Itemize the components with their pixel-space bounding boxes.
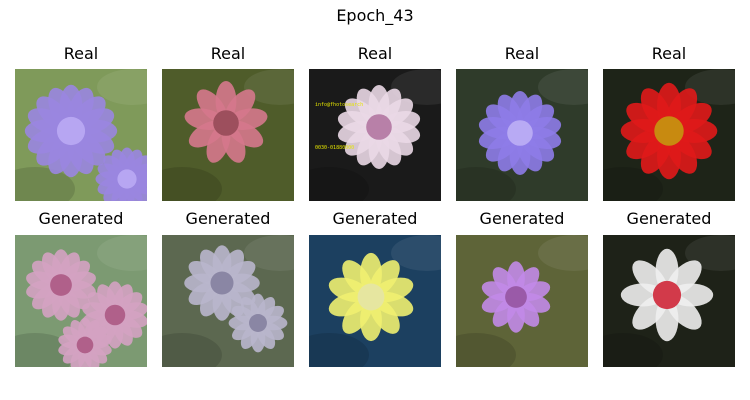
real-image-3: info@fhotosearch 0030-01880000 <box>309 69 441 201</box>
row-label-real-3: Real <box>357 44 393 63</box>
generated-image-3 <box>309 235 441 367</box>
watermark-text-1: info@fhotosearch <box>315 102 364 108</box>
generated-pink-flower-icon <box>15 235 147 367</box>
real-image-2 <box>162 69 294 201</box>
row-label-generated-1: Generated <box>38 209 124 228</box>
purple-scabiosa-flower-icon <box>456 69 588 201</box>
row-label-real-1: Real <box>63 44 99 63</box>
generated-gray-flower-icon <box>162 235 294 367</box>
figure-title: Epoch_43 <box>336 6 414 25</box>
generated-yellow-flower-icon <box>309 235 441 367</box>
red-dahlia-flower-icon <box>603 69 735 201</box>
row-label-generated-5: Generated <box>626 209 712 228</box>
generated-image-1 <box>15 235 147 367</box>
generated-violet-flower-icon <box>456 235 588 367</box>
row-label-real-2: Real <box>210 44 246 63</box>
row-label-generated-3: Generated <box>332 209 418 228</box>
white-purple-carnation-flower-icon <box>309 69 441 201</box>
real-image-5 <box>603 69 735 201</box>
generated-white-flower-icon <box>603 235 735 367</box>
row-label-generated-4: Generated <box>479 209 565 228</box>
row-label-real-5: Real <box>651 44 687 63</box>
pink-carnation-flower-icon <box>162 69 294 201</box>
row-label-real-4: Real <box>504 44 540 63</box>
generated-image-5 <box>603 235 735 367</box>
generated-image-2 <box>162 235 294 367</box>
real-image-4 <box>456 69 588 201</box>
watermark-text-2: 0030-01880000 <box>315 145 355 151</box>
row-label-generated-2: Generated <box>185 209 271 228</box>
purple-scabiosa-flower-icon <box>15 69 147 201</box>
real-image-1 <box>15 69 147 201</box>
generated-image-4 <box>456 235 588 367</box>
